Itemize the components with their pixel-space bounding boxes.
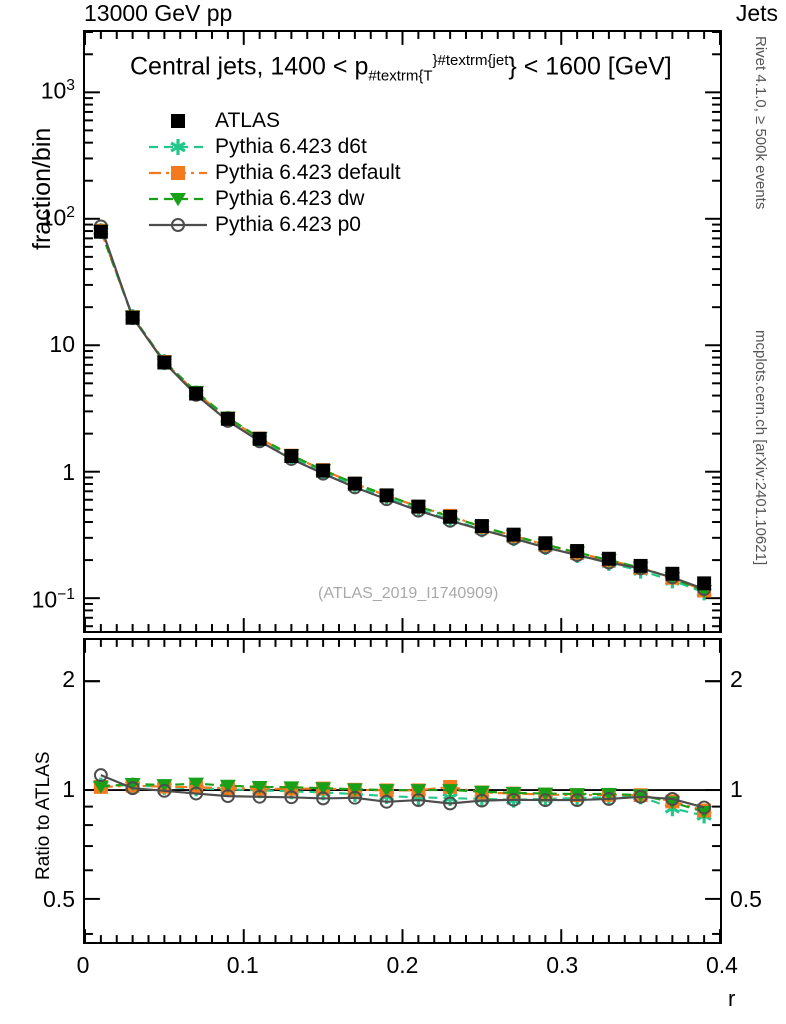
legend-label: Pythia 6.423 dw: [215, 187, 365, 210]
y-tick-label-ratio: 1: [62, 776, 75, 803]
rivet-version-credit: Rivet 4.1.0, ≥ 500k events: [752, 36, 769, 210]
x-tick-label: 0: [76, 952, 90, 978]
x-tick-label: 0.4: [706, 952, 738, 978]
y-tick-label-ratio-right: 2: [730, 665, 743, 692]
ratio-plot-canvas: [84, 640, 721, 942]
x-tick-label: 0.1: [226, 952, 259, 978]
x-tick-label: 0.2: [386, 952, 419, 978]
legend-key-atlas: [147, 108, 209, 134]
process-label: Jets: [735, 0, 778, 26]
main-plot-canvas: [84, 31, 721, 631]
legend-entry[interactable]: ATLAS: [147, 108, 401, 134]
legend-key-dw: [147, 186, 209, 212]
legend-key-d6t: [147, 134, 209, 160]
x-axis-label: r: [728, 986, 736, 1011]
legend-key-p0: [147, 212, 209, 238]
plot-title-prefix: Central jets, 1400 < p: [130, 52, 369, 81]
legend-label: ATLAS: [215, 109, 280, 132]
ratio-plot-panel: [83, 638, 722, 944]
plot-title-subscript: #textrm{T: [368, 67, 433, 85]
analysis-watermark: (ATLAS_2019_I1740909): [318, 585, 499, 602]
y-tick-label-main: 10−1: [31, 585, 75, 613]
y-axis-label-ratio: Ratio to ATLAS: [33, 751, 54, 881]
y-tick-label-ratio-right: 0.5: [730, 886, 762, 913]
legend-entry[interactable]: Pythia 6.423 p0: [147, 212, 401, 238]
mcplots-credit: mcplots.cern.ch [arXiv:2401.10621]: [752, 330, 769, 566]
main-plot-panel: [83, 30, 722, 633]
legend: ATLAS Pythia 6.423 d6t Pythia 6.423 defaul…: [147, 108, 401, 238]
y-tick-label-ratio: 0.5: [43, 886, 75, 913]
y-tick-label-main: 1: [62, 458, 75, 485]
legend-label: Pythia 6.423 p0: [215, 213, 361, 236]
legend-label: Pythia 6.423 default: [215, 161, 401, 184]
plot-title: Central jets, 1400 < p#textrm{T}#textrm{…: [130, 52, 672, 84]
legend-entry[interactable]: Pythia 6.423 dw: [147, 186, 401, 212]
y-tick-label-main: 102: [40, 204, 75, 231]
x-tick-label: 0.3: [546, 952, 579, 978]
legend-key-default: [147, 160, 209, 186]
legend-entry[interactable]: Pythia 6.423 d6t: [147, 134, 401, 160]
plot-title-superscript: }#textrm{jet: [432, 52, 509, 69]
legend-entry[interactable]: Pythia 6.423 default: [147, 160, 401, 186]
plot-title-suffix: } < 1600 [GeV]: [508, 52, 672, 81]
y-tick-label-ratio-right: 1: [730, 776, 743, 803]
y-tick-label-main: 103: [40, 76, 75, 104]
y-tick-label-main: 10: [49, 331, 75, 358]
legend-label: Pythia 6.423 d6t: [215, 135, 367, 158]
beam-energy-label: 13000 GeV pp: [84, 0, 233, 26]
y-tick-label-ratio: 2: [62, 665, 75, 692]
